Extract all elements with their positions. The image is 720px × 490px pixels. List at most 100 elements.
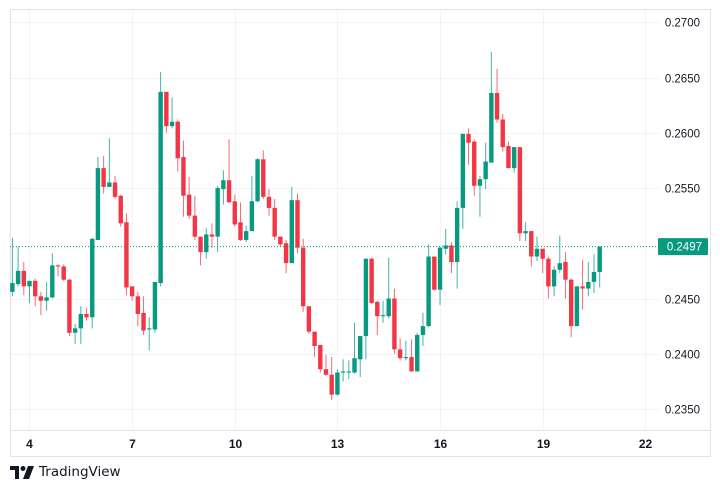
candle-body xyxy=(67,279,72,333)
candle-body xyxy=(323,369,329,375)
candle-bearish xyxy=(375,300,380,335)
candle-bullish xyxy=(340,359,346,382)
candle-bearish xyxy=(409,339,414,372)
candle-body xyxy=(483,161,488,180)
candle-bullish xyxy=(454,201,460,289)
candle-body xyxy=(506,146,511,169)
price-tick-label: 0.2350 xyxy=(665,405,700,417)
candle-bullish xyxy=(460,133,466,229)
candle-body xyxy=(449,245,454,263)
candle-body xyxy=(397,349,403,359)
candle-body xyxy=(335,372,340,395)
candle-bearish xyxy=(392,288,397,354)
tradingview-logo-icon xyxy=(10,465,34,479)
candle-bullish xyxy=(551,266,557,297)
candle-body xyxy=(215,188,220,237)
candle-bullish xyxy=(215,185,220,253)
candle-body xyxy=(255,159,260,202)
candle-body xyxy=(403,357,409,359)
candle-bullish xyxy=(574,286,580,327)
candle-bearish xyxy=(472,139,477,196)
candle-bullish xyxy=(346,360,352,380)
candle-bullish xyxy=(152,281,158,333)
candle-bearish xyxy=(432,256,437,291)
candle-bearish xyxy=(449,242,454,274)
candle-body xyxy=(152,281,158,330)
candle-body xyxy=(489,92,494,163)
candle-bullish xyxy=(27,280,32,303)
candle-body xyxy=(546,258,551,287)
candle-body xyxy=(443,245,448,249)
candle-bullish xyxy=(90,237,95,329)
candle-body xyxy=(107,182,112,187)
candle-body xyxy=(38,296,44,301)
candle-bearish xyxy=(226,139,232,203)
candle-body xyxy=(21,270,26,287)
candle-bearish xyxy=(580,259,585,310)
candle-bearish xyxy=(306,306,312,334)
candle-body xyxy=(500,119,505,148)
candle-body xyxy=(477,179,483,186)
candle-body xyxy=(340,371,346,373)
candle-body xyxy=(454,207,460,263)
candle-bearish xyxy=(61,264,66,281)
candle-bearish xyxy=(568,278,574,338)
candle-bearish xyxy=(198,236,203,266)
tradingview-logo[interactable]: TradingView xyxy=(10,464,121,480)
candle-bearish xyxy=(397,338,403,361)
candle-bearish xyxy=(55,264,61,277)
candle-body xyxy=(329,374,334,395)
candle-bearish xyxy=(494,68,500,123)
candle-bullish xyxy=(380,300,386,323)
candle-body xyxy=(392,298,397,350)
candle-body xyxy=(295,200,300,248)
candle-body xyxy=(272,207,277,237)
candle-bearish xyxy=(272,199,277,240)
candle-bullish xyxy=(477,175,483,217)
candle-bullish xyxy=(221,170,226,205)
candle-bearish xyxy=(261,150,266,200)
candle-body xyxy=(261,159,266,197)
candle-bullish xyxy=(169,97,175,129)
candle-bearish xyxy=(101,155,106,194)
candle-body xyxy=(55,265,61,267)
candle-bullish xyxy=(483,142,488,190)
time-tick-label: 10 xyxy=(229,437,243,451)
candle-body xyxy=(232,201,237,225)
candle-body xyxy=(386,298,391,317)
candle-bullish xyxy=(44,281,49,311)
candle-body xyxy=(409,357,414,372)
candle-bearish xyxy=(186,176,192,219)
candle-body xyxy=(169,121,175,127)
candle-body xyxy=(300,247,306,307)
candle-body xyxy=(124,222,129,288)
candle-bullish xyxy=(335,369,340,396)
candle-bearish xyxy=(164,91,169,133)
candle-bullish xyxy=(426,244,431,328)
candle-bearish xyxy=(266,189,272,216)
time-axis[interactable]: 4 7 10 13 16 19 22 xyxy=(26,437,652,451)
candle-body xyxy=(352,358,357,373)
candle-bullish xyxy=(147,317,152,351)
candle-body xyxy=(306,306,312,332)
candle-body xyxy=(135,296,141,314)
candle-body xyxy=(198,236,203,253)
candle-body xyxy=(95,168,101,240)
candle-bearish xyxy=(192,195,198,240)
candle-bearish xyxy=(300,238,306,312)
candle-body xyxy=(10,283,15,292)
candle-body xyxy=(181,157,186,196)
candle-bullish xyxy=(597,246,602,288)
candle-body xyxy=(494,92,500,120)
candle-body xyxy=(101,168,106,187)
candle-bullish xyxy=(437,246,443,306)
candle-bearish xyxy=(232,194,237,227)
candle-body xyxy=(437,247,443,290)
candle-body xyxy=(147,328,152,330)
candle-bullish xyxy=(386,257,391,319)
candle-bullish xyxy=(534,236,540,261)
price-axis[interactable]: 0.2700 0.2650 0.2600 0.2550 0.2450 0.2400 0.23… xyxy=(665,18,700,417)
chart-frame xyxy=(10,9,711,457)
candle-bearish xyxy=(33,278,38,307)
